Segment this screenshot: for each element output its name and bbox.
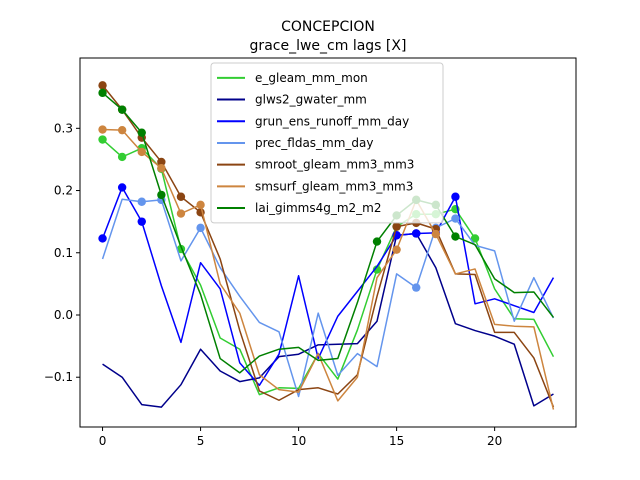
chart-subtitle: grace_lwe_cm lags [X] <box>250 38 407 54</box>
series-group-prec_fldas_mm_day <box>101 195 555 398</box>
data-point-smroot_gleam_mm3_mm3-15 <box>392 222 401 231</box>
chart-title: CONCEPCION <box>281 19 375 35</box>
legend-label-grun_ens_runoff_mm_day: grun_ens_runoff_mm_day <box>255 114 409 128</box>
data-point-grun_ens_runoff_mm_day-0 <box>98 234 107 243</box>
y-tick-label-4: 0.3 <box>54 121 73 135</box>
legend-label-smsurf_gleam_mm3_mm3: smsurf_gleam_mm3_mm3 <box>255 179 413 193</box>
plot-frame <box>79 57 577 428</box>
data-point-prec_fldas_mm_day-18 <box>451 214 460 223</box>
x-tick-label-0: 0 <box>99 434 107 448</box>
legend-label-glws2_gwater_mm: glws2_gwater_mm <box>255 93 367 107</box>
data-point-grun_ens_runoff_mm_day-18 <box>451 192 460 201</box>
data-point-smroot_gleam_mm3_mm3-0 <box>98 81 107 90</box>
data-point-grun_ens_runoff_mm_day-1 <box>117 183 127 192</box>
data-point-smsurf_gleam_mm3_mm3-3 <box>157 163 166 173</box>
data-point-lai_gimms4g_m2_m2-1 <box>117 105 127 114</box>
data-point-prec_fldas_mm_day-5 <box>196 223 205 233</box>
data-point-e_gleam_mm_mon-0 <box>98 135 107 144</box>
series-line-lai_gimms4g_m2_m2 <box>102 92 555 374</box>
data-point-smsurf_gleam_mm3_mm3-17 <box>431 229 441 239</box>
series-line-smsurf_gleam_mm3_mm3 <box>102 128 555 410</box>
x-tick-label-2: 10 <box>291 434 306 448</box>
y-tick-label-2: 0.1 <box>54 246 73 260</box>
data-point-smsurf_gleam_mm3_mm3-5 <box>196 200 205 210</box>
y-tick-label-1: 0.0 <box>54 308 73 322</box>
data-point-e_gleam_mm_mon-1 <box>117 152 127 162</box>
data-point-smroot_gleam_mm3_mm3-3 <box>157 157 166 167</box>
data-point-grun_ens_runoff_mm_day-16 <box>412 229 421 238</box>
series-line-grun_ens_runoff_mm_day <box>101 186 555 387</box>
data-point-smsurf_gleam_mm3_mm3-15 <box>392 245 401 254</box>
x-tick-label-4: 20 <box>487 434 502 448</box>
data-point-smsurf_gleam_mm3_mm3-2 <box>137 147 146 157</box>
data-point-smsurf_gleam_mm3_mm3-0 <box>98 125 107 134</box>
data-point-lai_gimms4g_m2_m2-0 <box>98 88 107 98</box>
series-layer <box>98 81 555 410</box>
series-group-grun_ens_runoff_mm_day <box>98 183 555 387</box>
legend-box <box>210 62 444 224</box>
axes-layer: 0 5 10 15 20 −0.1 0.0 0.1 0.2 0.3 <box>44 57 577 448</box>
data-point-smroot_gleam_mm3_mm3-4 <box>176 192 186 201</box>
data-point-e_gleam_mm_mon-19 <box>470 234 480 243</box>
legend-label-prec_fldas_mm_day: prec_fldas_mm_day <box>255 136 374 150</box>
series-line-prec_fldas_mm_day <box>101 198 555 398</box>
data-point-grun_ens_runoff_mm_day-2 <box>137 217 146 226</box>
legend-label-e_gleam_mm_mon: e_gleam_mm_mon <box>255 71 368 85</box>
data-point-prec_fldas_mm_day-16 <box>412 283 421 292</box>
data-point-prec_fldas_mm_day-2 <box>137 197 146 206</box>
data-point-lai_gimms4g_m2_m2-18 <box>451 232 460 241</box>
data-point-lai_gimms4g_m2_m2-2 <box>137 128 146 137</box>
data-point-lai_gimms4g_m2_m2-3 <box>157 190 166 200</box>
legend: e_gleam_mm_mon glws2_gwater_mm grun_ens_ru… <box>210 62 444 224</box>
x-tick-label-3: 15 <box>389 434 404 448</box>
legend-label-smroot_gleam_mm3_mm3: smroot_gleam_mm3_mm3 <box>255 158 414 172</box>
data-point-smsurf_gleam_mm3_mm3-4 <box>176 209 186 218</box>
data-point-smsurf_gleam_mm3_mm3-1 <box>117 125 127 135</box>
y-tick-label-3: 0.2 <box>54 184 73 198</box>
data-point-lai_gimms4g_m2_m2-14 <box>372 237 382 246</box>
x-tick-label-1: 5 <box>197 434 205 448</box>
series-line-smroot_gleam_mm3_mm3 <box>101 84 555 408</box>
y-tick-label-0: −0.1 <box>44 370 73 384</box>
data-point-e_gleam_mm_mon-14 <box>372 265 382 274</box>
legend-label-lai_gimms4g_m2_m2: lai_gimms4g_m2_m2 <box>255 201 382 215</box>
